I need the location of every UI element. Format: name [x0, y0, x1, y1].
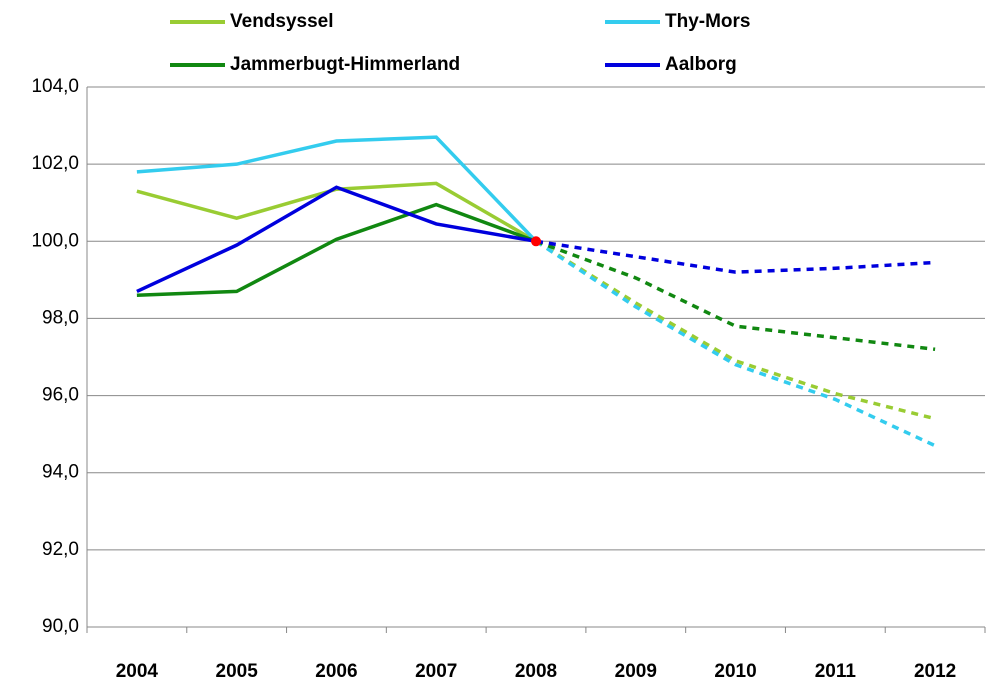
y-tick-label: 98,0 — [42, 307, 79, 328]
x-tick-label: 2009 — [615, 661, 657, 682]
highlight-marker — [531, 236, 541, 247]
series-line — [136, 202, 537, 298]
y-tick-label: 92,0 — [42, 539, 79, 560]
y-tick-label: 100,0 — [31, 230, 79, 251]
x-tick-label: 2010 — [714, 661, 756, 682]
x-tick-label: 2012 — [914, 661, 956, 682]
series-line — [535, 239, 936, 448]
series-line — [535, 239, 936, 421]
legend-label: Thy-Mors — [665, 11, 751, 32]
x-tick-label: 2005 — [216, 661, 259, 682]
y-tick-label: 94,0 — [42, 462, 79, 483]
legend-label: Jammerbugt-Himmerland — [230, 54, 460, 75]
x-tick-label: 2004 — [116, 661, 159, 682]
y-tick-label: 96,0 — [42, 385, 79, 406]
series-line — [136, 135, 538, 243]
x-tick-label: 2007 — [415, 661, 457, 682]
series-line — [535, 239, 936, 352]
y-tick-label: 90,0 — [42, 616, 79, 637]
y-tick-label: 102,0 — [31, 153, 79, 174]
x-tick-label: 2008 — [515, 661, 557, 682]
series-line — [136, 185, 537, 294]
series-line — [535, 239, 936, 274]
legend-label: Vendsyssel — [230, 11, 334, 32]
legend-label: Aalborg — [665, 54, 737, 75]
x-tick-label: 2011 — [815, 661, 857, 682]
x-tick-label: 2006 — [315, 661, 357, 682]
y-tick-label: 104,0 — [31, 76, 79, 97]
